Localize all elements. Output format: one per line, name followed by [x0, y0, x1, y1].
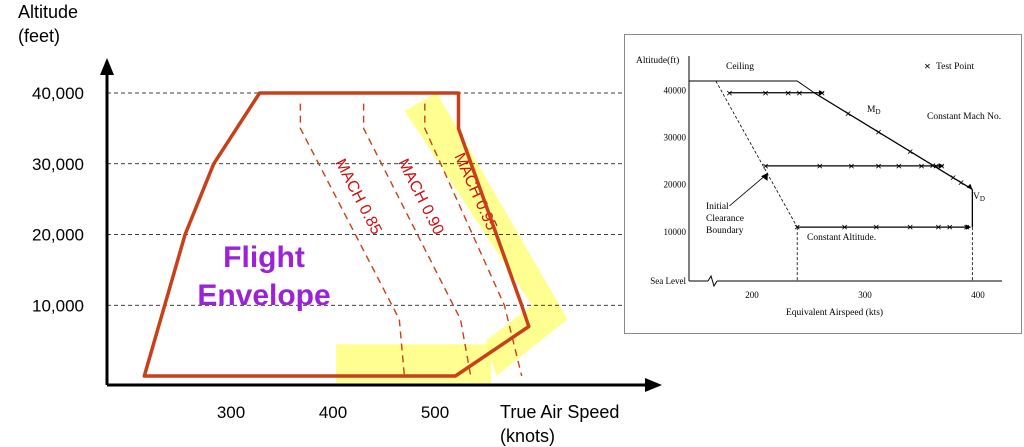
y-tick-label-3: 40,000	[32, 84, 84, 103]
inset-legend: × Test Point	[924, 59, 974, 73]
envelope-label-line-2: Envelope	[197, 279, 330, 312]
test-point-2-1: ×	[841, 220, 848, 234]
test-point-3-4: ×	[950, 171, 957, 185]
x-axis-label-line-1: True Air Speed	[500, 402, 619, 422]
md-letter: M	[867, 105, 876, 115]
test-point-3-0: ×	[845, 106, 852, 120]
inset-axis-break	[707, 274, 718, 288]
test-point-1-3: ×	[875, 159, 882, 173]
x-tick-label-0: 300	[217, 403, 245, 422]
envelope-label-line-1: Flight	[223, 241, 305, 274]
vd-label: VD	[973, 192, 985, 203]
legend-marker: ×	[924, 59, 931, 73]
clearance-pointer-head	[761, 172, 768, 181]
highlight-layer	[336, 93, 568, 384]
test-point-1-1: ×	[816, 159, 823, 173]
inset-axes	[688, 56, 1002, 288]
tick-labels: 10,000 20,000 30,000 40,000 300 400 500	[32, 84, 449, 422]
mach-line-1	[362, 103, 472, 377]
test-point-0-3: ×	[796, 86, 803, 100]
inset-y-tick-1: 30000	[664, 133, 687, 143]
md-label: MD	[867, 105, 881, 116]
md-line	[813, 92, 973, 190]
test-point-0-1: ×	[762, 86, 769, 100]
test-point-1-2: ×	[848, 159, 855, 173]
clearance-pointer	[729, 174, 766, 207]
clearance-boundary-line	[715, 80, 798, 228]
test-point-1-4: ×	[895, 159, 902, 173]
test-point-2-0: ×	[794, 220, 801, 234]
y-axis-label-line-2: (feet)	[18, 26, 60, 46]
test-point-2-3: ×	[907, 220, 914, 234]
y-tick-label-1: 20,000	[32, 226, 84, 245]
inset-frame	[624, 34, 1022, 334]
legend-label: Test Point	[936, 62, 974, 72]
initial-clearance-line-3: Boundary	[706, 226, 744, 236]
arrow-md	[966, 183, 973, 190]
gridlines	[107, 92, 665, 306]
y-axis-label-line-1: Altitude	[18, 2, 78, 22]
y-tick-label-2: 30,000	[32, 155, 84, 174]
test-point-3-5: ×	[958, 176, 965, 190]
test-point-0-4: ×	[819, 86, 826, 100]
x-axis-label-line-2: (knots)	[500, 426, 555, 446]
envelope-layer	[142, 91, 531, 378]
test-point-2-5: ×	[946, 220, 953, 234]
inset-x-tick-2: 400	[971, 290, 985, 300]
test-point-1-0: ×	[762, 159, 769, 173]
constant-mach-label: Constant Mach No.	[927, 112, 1001, 122]
highlight-band-1	[336, 344, 492, 384]
test-point-chart: × × × × ×× × × × × × ××× × × × × × ×××××× × 4000030000200…	[624, 34, 1022, 334]
test-point-1-5: ×	[918, 159, 925, 173]
inset-y-tick-sea-level: Sea Level	[650, 276, 686, 286]
test-point-0-0: ×	[726, 86, 733, 100]
inset-y-tick-2: 20000	[664, 180, 687, 190]
test-point-3-1: ×	[875, 125, 882, 139]
initial-clearance-line-2: Clearance	[706, 214, 744, 224]
mach-lines: MACH 0.85 MACH 0.90 MACH 0.95	[299, 103, 523, 377]
y-tick-label-0: 10,000	[32, 296, 84, 315]
inset-x-tick-1: 300	[858, 290, 872, 300]
test-point-2-6: ×	[963, 220, 970, 234]
arrow-24000	[938, 163, 945, 169]
x-tick-label-2: 500	[421, 403, 449, 422]
vd-letter: V	[973, 192, 980, 202]
ceiling-label: Ceiling	[726, 62, 754, 72]
inset-x-tick-0: 200	[745, 290, 759, 300]
inset-lines	[689, 80, 974, 281]
initial-clearance-line-1: Initial	[706, 202, 729, 212]
inset-y-tick-0: 40000	[664, 85, 687, 95]
test-point-1-7: ×	[938, 159, 945, 173]
mach-label-0: MACH 0.85	[331, 156, 384, 237]
mach-line-0	[299, 103, 406, 377]
arrow-40000	[818, 90, 825, 96]
test-point-0-2: ×	[785, 86, 792, 100]
test-point-3-2: ×	[907, 144, 914, 158]
inset-y-tick-3: 10000	[664, 227, 687, 237]
envelope-boundary	[142, 91, 531, 378]
inset-test-points: × × × × ×× × × × × × ××× × × × × × ×××××× ×	[726, 86, 970, 234]
mach-label-1: MACH 0.90	[394, 156, 447, 238]
ceiling-line	[689, 80, 815, 94]
test-point-2-2: ×	[873, 220, 880, 234]
md-subscript: D	[875, 108, 880, 116]
inset-y-axis-label: Altitude(ft)	[636, 55, 679, 66]
flight-envelope-chart: MACH 0.85 MACH 0.90 MACH 0.95 10,000 20,000…	[18, 2, 665, 446]
axes	[100, 58, 662, 392]
vd-subscript: D	[980, 195, 985, 203]
arrow-11000	[965, 224, 972, 230]
inset-tick-labels: 40000 30000 20000 10000 Sea Level 200 300 400	[650, 85, 985, 300]
test-point-3-3: ×	[929, 158, 936, 172]
inset-x-axis-label: Equivalent Airspeed (kts)	[786, 307, 883, 318]
x-tick-label-1: 400	[319, 403, 347, 422]
mach-line-2	[424, 103, 523, 377]
constant-altitude-label: Constant Altitude.	[807, 233, 876, 243]
test-point-1-6: ×	[933, 159, 940, 173]
test-point-2-4: ×	[935, 220, 942, 234]
